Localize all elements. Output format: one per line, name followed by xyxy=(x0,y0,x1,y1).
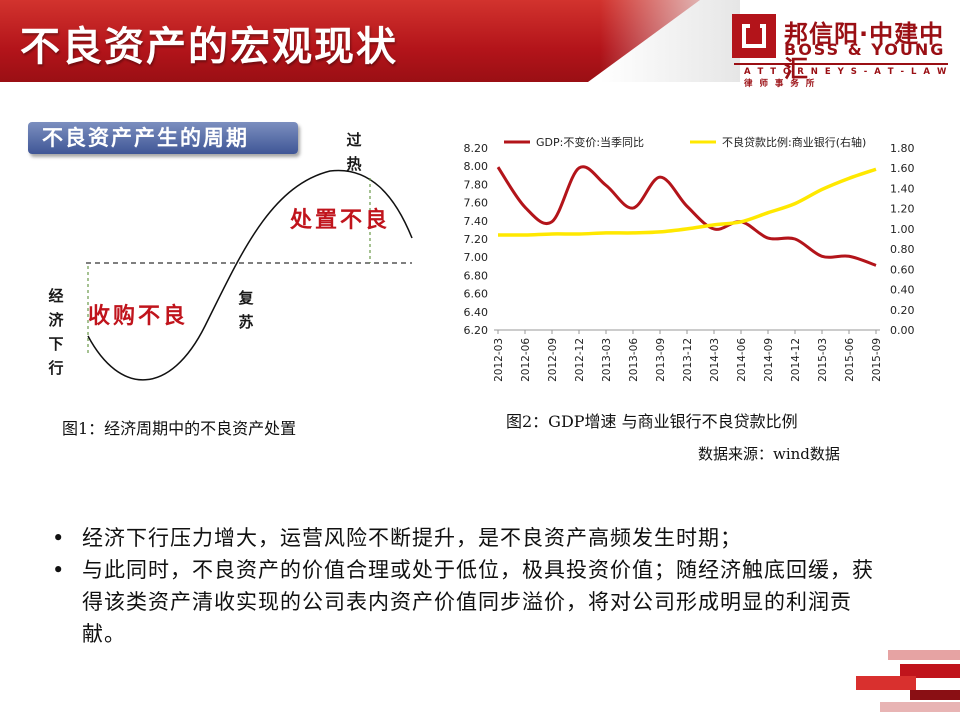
deco-stripe xyxy=(900,664,960,678)
npl-series-line xyxy=(497,167,877,237)
phase-recovery-label: 复 苏 xyxy=(238,286,254,334)
x-tick-label: 2014-09 xyxy=(763,338,775,382)
gdp-npl-line-chart: 8.20 8.00 7.80 7.60 7.40 7.20 7.00 6.80 6.60 6.40… xyxy=(464,135,915,382)
deco-stripe xyxy=(910,690,960,700)
x-tick-label: 2013-12 xyxy=(682,338,694,382)
y-right-tick-label: 1.40 xyxy=(890,182,915,195)
x-tick-label: 2014-03 xyxy=(709,338,721,382)
deco-stripe xyxy=(880,702,960,712)
y-left-tick-label: 6.20 xyxy=(464,324,489,337)
slide-header: 不良资产的宏观现状 邦信阳·中建中汇 BOSS & YOUNG A T T O … xyxy=(0,0,960,89)
x-tick-label: 2012-09 xyxy=(547,338,559,382)
slide-title: 不良资产的宏观现状 xyxy=(20,24,398,70)
x-tick-label: 2014-12 xyxy=(790,338,802,382)
cycle-section-label: 不良资产产生的周期 xyxy=(28,122,298,154)
gdp-series-line xyxy=(496,165,877,267)
x-tick-label: 2013-03 xyxy=(601,338,613,382)
y-left-tick-label: 7.60 xyxy=(464,197,489,210)
key-points-list: • 经济下行压力增大，运营风险不断提升，是不良资产高频发生时期； • 与此同时，… xyxy=(52,522,892,650)
x-tick-label: 2012-06 xyxy=(520,338,532,382)
x-tick-label: 2015-09 xyxy=(871,338,883,382)
y-left-tick-label: 8.20 xyxy=(464,142,489,155)
downturn-char-4: 行 xyxy=(48,359,64,377)
deco-stripe xyxy=(888,650,960,660)
y-left-tick-label: 7.40 xyxy=(464,215,489,228)
overheat-char-1: 过 xyxy=(346,131,362,149)
y-left-tick-label: 7.20 xyxy=(464,233,489,246)
header-fade xyxy=(600,0,740,82)
bullet-item: • 与此同时，不良资产的价值合理或处于低位，极具投资价值；随经济触底回缓，获得该… xyxy=(52,554,892,650)
y-left-tick-label: 7.00 xyxy=(464,251,489,264)
phase-downturn-label: 经 济 下 行 xyxy=(48,284,64,380)
x-tick-label: 2012-03 xyxy=(493,338,505,382)
downturn-char-3: 下 xyxy=(48,335,64,353)
y-right-tick-label: 1.00 xyxy=(890,223,915,236)
acquire-npa-label: 收购不良 xyxy=(88,303,189,329)
x-tick-label: 2015-03 xyxy=(817,338,829,382)
deco-stripe xyxy=(856,676,916,690)
y-right-tick-label: 0.40 xyxy=(890,284,915,297)
firm-logo-icon xyxy=(732,14,776,58)
x-tick-label: 2013-06 xyxy=(628,338,640,382)
firm-tagline: A T T O R N E Y S - A T - L A W 律 师 事 务 … xyxy=(744,67,949,89)
cycle-curve xyxy=(87,169,413,381)
y-left-tick-label: 8.00 xyxy=(464,160,489,173)
y-right-tick-label: 1.80 xyxy=(890,142,915,155)
y-right-tick-label: 0.00 xyxy=(890,324,915,337)
logo-mark-cut xyxy=(750,20,760,38)
y-right-tick-label: 0.60 xyxy=(890,263,915,276)
recovery-char-1: 复 xyxy=(238,289,254,307)
data-source-note: 数据来源：wind数据 xyxy=(698,445,840,463)
y-right-tick-label: 1.20 xyxy=(890,203,915,216)
bullet-text: 经济下行压力增大，运营风险不断提升，是不良资产高频发生时期； xyxy=(82,526,742,550)
x-tick-label: 2014-06 xyxy=(736,338,748,382)
figure-2-caption: 图2：GDP增速 与商业银行不良贷款比例 xyxy=(506,412,798,431)
bullet-dot-icon: • xyxy=(52,558,66,582)
y-right-tick-label: 1.60 xyxy=(890,162,915,175)
y-right-tick-label: 0.20 xyxy=(890,304,915,317)
y-right-tick-label: 0.80 xyxy=(890,243,915,256)
y-left-tick-label: 7.80 xyxy=(464,178,489,191)
x-tick-label: 2013-09 xyxy=(655,338,667,382)
bullet-text: 与此同时，不良资产的价值合理或处于低位，极具投资价值；随经济触底回缓，获得该类资… xyxy=(82,558,874,646)
dispose-npa-label: 处置不良 xyxy=(290,207,391,233)
bullet-dot-icon: • xyxy=(52,526,66,550)
y-left-tick-label: 6.60 xyxy=(464,288,489,301)
bullet-item: • 经济下行压力增大，运营风险不断提升，是不良资产高频发生时期； xyxy=(52,522,892,554)
phase-overheat-label: 过 热 xyxy=(346,128,362,176)
recovery-char-2: 苏 xyxy=(238,313,254,331)
x-tick-label: 2015-06 xyxy=(844,338,856,382)
firm-name-en: BOSS & YOUNG xyxy=(784,40,946,59)
figure-1-caption: 图1：经济周期中的不良资产处置 xyxy=(62,419,297,438)
x-tick-label: 2012-12 xyxy=(574,338,586,382)
downturn-char-2: 济 xyxy=(48,311,64,329)
downturn-char-1: 经 xyxy=(48,287,64,305)
y-left-tick-label: 6.80 xyxy=(464,269,489,282)
economic-cycle-diagram xyxy=(86,169,413,381)
firm-name-cn: 邦信阳·中建中汇 xyxy=(784,20,945,83)
y-left-tick-label: 6.40 xyxy=(464,306,489,319)
header-red-band xyxy=(0,0,700,82)
logo-divider xyxy=(734,63,948,65)
overheat-char-2: 热 xyxy=(346,155,362,173)
legend-label: 不良贷款比例:商业银行(右轴) xyxy=(722,135,866,149)
legend-label: GDP:不变价:当季同比 xyxy=(536,135,644,149)
